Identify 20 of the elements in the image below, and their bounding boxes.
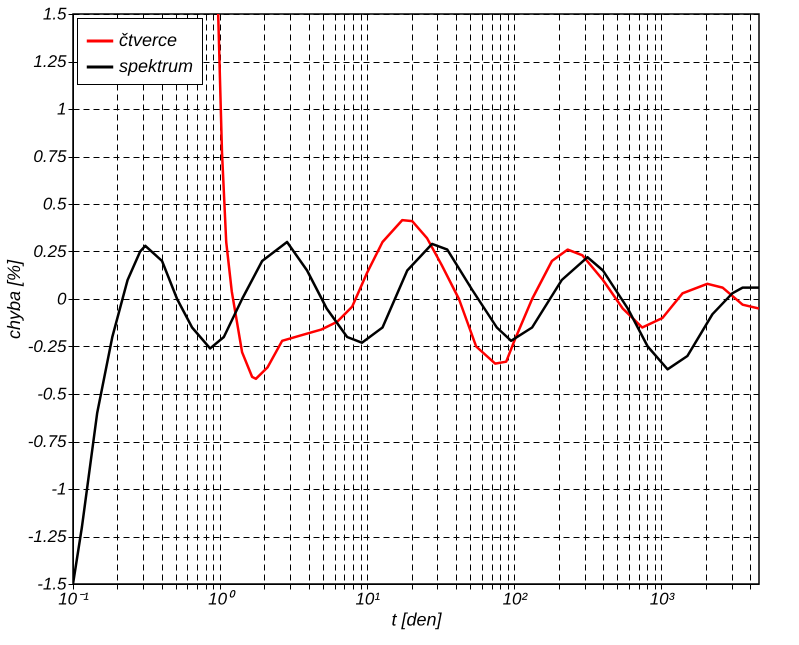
y-tick-label: 1.25: [33, 52, 68, 71]
x-tick-label: 10⁰: [208, 590, 236, 608]
x-tick-label: 10³: [650, 590, 676, 608]
y-tick-label: 0: [57, 290, 68, 308]
y-tick-label: 1.5: [42, 4, 68, 24]
legend-label: čtverce: [119, 30, 178, 50]
y-tick-label: -1.25: [28, 527, 68, 546]
y-tick-label: -0.25: [28, 337, 68, 356]
y-tick-label: 1: [57, 100, 66, 118]
y-tick-label: 0.75: [33, 147, 68, 166]
legend-label: spektrum: [119, 56, 194, 76]
x-axis-title: t [den]: [391, 610, 443, 630]
x-tick-label: 10²: [502, 590, 528, 608]
y-tick-label: -0.75: [28, 432, 68, 451]
x-tick-label: 10¹: [355, 590, 380, 608]
y-tick-label: -1: [51, 480, 66, 498]
y-axis-title: chyba [%]: [4, 258, 24, 340]
y-tick-label: 0.5: [42, 194, 68, 214]
y-tick-label: -0.5: [37, 384, 68, 404]
y-tick-label: 0.25: [33, 242, 68, 261]
